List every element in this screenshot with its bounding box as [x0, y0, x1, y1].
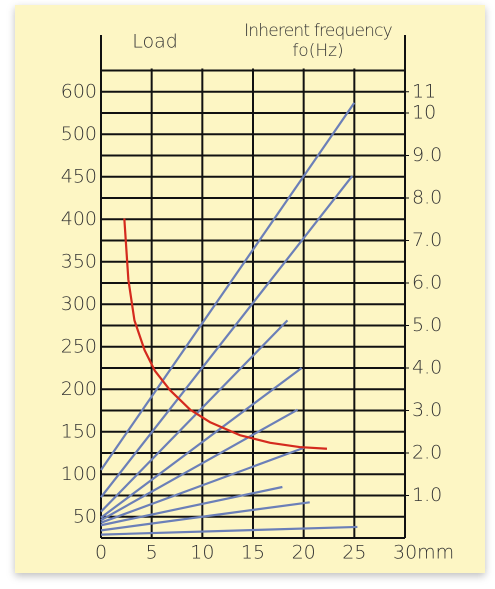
y-tick-label: 400: [61, 208, 97, 230]
x-tick-label: 5: [146, 542, 158, 564]
y2-tick-label: 2.0: [412, 442, 442, 464]
y2-tick-label: 9.0: [412, 144, 442, 166]
data-line: [100, 319, 289, 513]
y-tick-label: 50: [73, 505, 97, 527]
data-line: [100, 446, 305, 524]
x-tick-label: 0: [95, 542, 107, 564]
y2-tick-label: 10: [412, 102, 436, 124]
data-line: [100, 102, 356, 471]
card: [15, 5, 485, 573]
y2-axis-title: Inherent frequency: [244, 21, 393, 41]
y-tick-label: 250: [61, 335, 97, 357]
data-line: [100, 485, 283, 527]
y2-tick-label: 3.0: [412, 399, 442, 421]
y2-tick-label: 11: [412, 80, 436, 102]
x-tick-label: 25: [342, 542, 366, 564]
x-tick-label: 10: [190, 542, 214, 564]
y-tick-label: 500: [61, 123, 97, 145]
x-tick-label: 20: [292, 542, 316, 564]
y-tick-label: 100: [61, 463, 97, 485]
data-line: [100, 501, 310, 532]
y2-tick-label: 8.0: [412, 187, 442, 209]
data-line: [100, 175, 354, 498]
y2-tick-label: 6.0: [412, 272, 442, 294]
y-tick-label: 450: [61, 165, 97, 187]
y2-tick-label: 7.0: [412, 229, 442, 251]
data-line: [100, 408, 299, 522]
x-tick-label: 30mm: [393, 542, 454, 564]
y2-tick-label: 4.0: [412, 357, 442, 379]
y-axis-title: Load: [132, 31, 178, 53]
y-tick-label: 150: [61, 420, 97, 442]
y2-tick-label: 5.0: [412, 314, 442, 336]
y2-axis-unit: fo(Hz): [292, 41, 343, 61]
x-tick-label: 15: [241, 542, 265, 564]
y-tick-label: 200: [61, 378, 97, 400]
data-line: [100, 525, 358, 536]
y-tick-label: 350: [61, 250, 97, 272]
y-tick-label: 300: [61, 293, 97, 315]
data-line: [100, 367, 303, 519]
y-tick-label: 600: [61, 80, 97, 102]
y2-tick-label: 1.0: [412, 484, 442, 506]
data-line: [123, 218, 328, 450]
